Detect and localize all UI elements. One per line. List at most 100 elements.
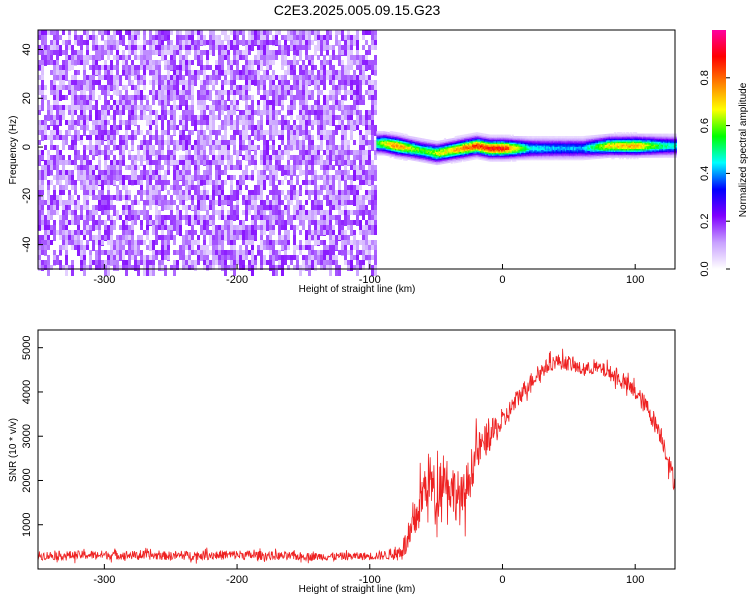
heatmap-cell bbox=[257, 30, 260, 35]
heatmap-cell bbox=[221, 110, 224, 115]
heatmap-cell bbox=[200, 105, 203, 110]
heatmap-cell bbox=[236, 45, 239, 50]
heatmap-cell bbox=[50, 160, 53, 165]
heatmap-cell bbox=[227, 165, 230, 170]
heatmap-cell bbox=[275, 120, 278, 125]
heatmap-cell bbox=[107, 225, 110, 230]
heatmap-cell bbox=[206, 230, 209, 235]
heatmap-cell bbox=[95, 225, 98, 230]
heatmap-cell bbox=[257, 110, 260, 115]
heatmap-cell bbox=[299, 65, 302, 76]
heatmap-cell bbox=[92, 85, 95, 90]
heatmap-cell bbox=[65, 225, 68, 230]
heatmap-cell bbox=[462, 158, 465, 161]
heatmap-cell bbox=[362, 175, 365, 180]
heatmap-cell bbox=[293, 250, 296, 255]
heatmap-cell bbox=[272, 215, 275, 220]
heatmap-cell bbox=[302, 35, 305, 40]
heatmap-cell bbox=[215, 185, 218, 196]
heatmap-cell bbox=[101, 130, 104, 135]
heatmap-cell bbox=[281, 180, 284, 185]
heatmap-cell bbox=[185, 50, 188, 61]
heatmap-cell bbox=[305, 65, 308, 70]
heatmap-cell bbox=[122, 205, 125, 210]
heatmap-cell bbox=[398, 139, 401, 143]
heatmap-cell bbox=[233, 95, 236, 106]
heatmap-cell bbox=[74, 70, 77, 75]
heatmap-cell bbox=[400, 132, 403, 136]
heatmap-cell bbox=[185, 100, 188, 105]
heatmap-cell bbox=[432, 144, 435, 147]
heatmap-cell bbox=[128, 175, 131, 180]
heatmap-cell bbox=[454, 141, 457, 145]
heatmap-cell bbox=[408, 154, 411, 158]
heatmap-cell bbox=[406, 157, 409, 160]
heatmap-cell bbox=[113, 205, 116, 216]
heatmap-cell bbox=[314, 105, 317, 110]
heatmap-cell bbox=[227, 80, 230, 85]
heatmap-cell bbox=[338, 210, 341, 215]
heatmap-cell bbox=[393, 136, 396, 139]
heatmap-cell bbox=[197, 135, 200, 140]
heatmap-cell bbox=[233, 35, 236, 40]
heatmap-cell bbox=[323, 185, 326, 190]
heatmap-cell bbox=[338, 105, 341, 110]
heatmap-cell bbox=[311, 105, 314, 110]
heatmap-cell bbox=[44, 215, 47, 220]
heatmap-cell bbox=[381, 135, 384, 138]
heatmap-cell bbox=[408, 153, 411, 156]
heatmap-cell bbox=[371, 95, 374, 100]
heatmap-cell bbox=[426, 149, 429, 152]
heatmap-cell bbox=[161, 215, 164, 220]
heatmap-cell bbox=[41, 155, 44, 160]
heatmap-cell bbox=[83, 230, 86, 235]
heatmap-cell bbox=[320, 175, 323, 180]
heatmap-cell bbox=[212, 120, 215, 131]
heatmap-cell bbox=[164, 45, 167, 50]
heatmap-cell bbox=[436, 148, 439, 151]
heatmap-cell bbox=[65, 70, 68, 81]
heatmap-cell bbox=[296, 195, 299, 200]
heatmap-cell bbox=[233, 140, 236, 145]
heatmap-cell bbox=[257, 90, 260, 95]
heatmap-cell bbox=[236, 75, 239, 80]
heatmap-cell bbox=[380, 147, 383, 150]
heatmap-cell bbox=[227, 230, 230, 235]
heatmap-cell bbox=[278, 240, 281, 245]
heatmap-cell bbox=[284, 260, 287, 265]
heatmap-cell bbox=[203, 70, 206, 75]
heatmap-cell bbox=[460, 152, 463, 155]
heatmap-cell bbox=[362, 255, 365, 260]
heatmap-cell bbox=[462, 159, 465, 162]
heatmap-cell bbox=[104, 170, 107, 175]
heatmap-cell bbox=[203, 160, 206, 165]
heatmap-cell bbox=[65, 65, 68, 70]
heatmap-cell bbox=[203, 235, 206, 240]
heatmap-cell bbox=[188, 260, 191, 265]
heatmap-cell bbox=[203, 245, 206, 250]
heatmap-cell bbox=[110, 50, 113, 55]
heatmap-cell bbox=[209, 235, 212, 246]
heatmap-cell bbox=[74, 230, 77, 235]
heatmap-cell bbox=[457, 135, 460, 138]
heatmap-cell bbox=[236, 260, 239, 265]
heatmap-cell bbox=[266, 195, 269, 200]
heatmap-cell bbox=[401, 137, 404, 140]
heatmap-cell bbox=[107, 230, 110, 241]
heatmap-cell bbox=[65, 130, 68, 135]
heatmap-cell bbox=[89, 165, 92, 170]
heatmap-cell bbox=[59, 115, 62, 126]
heatmap-cell bbox=[400, 135, 403, 139]
heatmap-cell bbox=[284, 45, 287, 50]
heatmap-cell bbox=[416, 157, 419, 160]
heatmap-cell bbox=[317, 120, 320, 125]
heatmap-cell bbox=[230, 165, 233, 170]
heatmap-cell bbox=[465, 147, 468, 150]
heatmap-cell bbox=[134, 65, 137, 70]
heatmap-cell bbox=[263, 220, 266, 225]
heatmap-cell bbox=[149, 240, 152, 251]
heatmap-cell bbox=[445, 149, 448, 152]
heatmap-cell bbox=[405, 136, 408, 140]
heatmap-cell bbox=[101, 45, 104, 56]
heatmap-cell bbox=[429, 152, 432, 156]
